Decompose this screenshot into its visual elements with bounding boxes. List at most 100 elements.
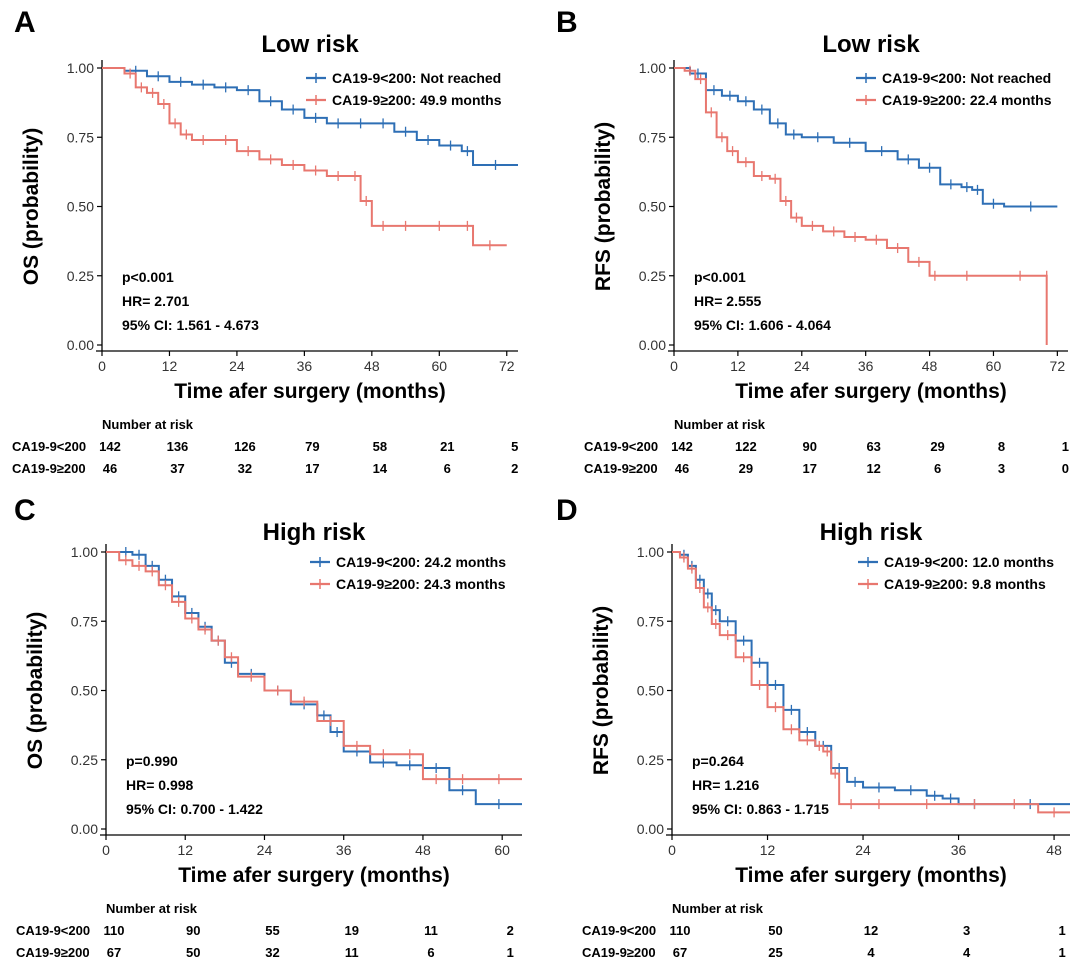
x-tick-label: 72 bbox=[499, 358, 515, 374]
stat-line: HR= 0.998 bbox=[126, 777, 194, 793]
risk-row-label: CA19-9<200 bbox=[12, 439, 86, 454]
y-tick-label: 1.00 bbox=[71, 544, 98, 560]
risk-count: 11 bbox=[345, 945, 359, 960]
chart-title: High risk bbox=[263, 519, 366, 546]
y-tick-label: 0.50 bbox=[639, 199, 666, 215]
stat-line: 95% CI: 1.561 - 4.673 bbox=[122, 317, 259, 333]
km-chart-a: A Low risk 0.00 0.25 0.50 0.75 1.00 0 12 24 36 48 6… bbox=[12, 6, 518, 476]
y-tick-label: 0.50 bbox=[67, 199, 94, 215]
risk-count: 90 bbox=[186, 923, 200, 938]
x-tick-label: 0 bbox=[668, 842, 676, 858]
risk-count: 110 bbox=[104, 923, 125, 938]
risk-count: 12 bbox=[866, 461, 880, 476]
risk-count: 4 bbox=[867, 945, 875, 960]
stat-line: p<0.001 bbox=[694, 269, 746, 285]
chart-title: High risk bbox=[820, 519, 923, 546]
x-tick-label: 48 bbox=[922, 358, 938, 374]
x-tick-label: 60 bbox=[494, 842, 510, 858]
x-tick-label: 12 bbox=[162, 358, 178, 374]
legend-entry: CA19-9<200: 12.0 months bbox=[884, 554, 1054, 570]
y-tick-label: 0.50 bbox=[637, 683, 664, 699]
risk-count: 8 bbox=[998, 439, 1005, 454]
risk-count: 63 bbox=[866, 439, 880, 454]
risk-count: 3 bbox=[963, 923, 970, 938]
risk-row-label: CA19-9≥200 bbox=[12, 461, 86, 476]
legend-entry: CA19-9<200: Not reached bbox=[882, 70, 1051, 86]
x-tick-label: 60 bbox=[432, 358, 448, 374]
x-tick-label: 12 bbox=[760, 842, 776, 858]
y-tick-label: 0.00 bbox=[637, 821, 664, 837]
legend-entry: CA19-9≥200: 22.4 months bbox=[882, 92, 1052, 108]
panel-letter: C bbox=[14, 494, 36, 527]
x-axis-label: Time afer surgery (months) bbox=[735, 380, 1007, 403]
risk-count: 21 bbox=[440, 439, 454, 454]
y-tick-label: 0.50 bbox=[71, 683, 98, 699]
panel-b: B Low risk 0.00 0.25 0.50 0.75 1.00 0 12 24 36 48 6… bbox=[540, 0, 1080, 488]
x-tick-label: 12 bbox=[730, 358, 746, 374]
risk-count: 46 bbox=[103, 461, 117, 476]
risk-count: 11 bbox=[424, 923, 438, 938]
risk-count: 17 bbox=[803, 461, 817, 476]
risk-count: 110 bbox=[670, 923, 691, 938]
risk-row-label: CA19-9≥200 bbox=[582, 945, 656, 960]
stat-line: 95% CI: 0.863 - 1.715 bbox=[692, 801, 829, 817]
risk-count: 4 bbox=[963, 945, 971, 960]
risk-count: 19 bbox=[344, 923, 358, 938]
y-tick-label: 0.25 bbox=[637, 752, 664, 768]
x-tick-label: 48 bbox=[364, 358, 380, 374]
stat-line: HR= 2.555 bbox=[694, 293, 762, 309]
y-tick-label: 0.25 bbox=[71, 752, 98, 768]
y-axis-label: OS (probability) bbox=[24, 612, 47, 770]
panel-a: A Low risk 0.00 0.25 0.50 0.75 1.00 0 12 24 36 48 6… bbox=[0, 0, 540, 488]
y-tick-label: 0.00 bbox=[71, 821, 98, 837]
y-tick-label: 0.00 bbox=[67, 337, 94, 353]
risk-count: 37 bbox=[170, 461, 184, 476]
y-tick-label: 0.75 bbox=[67, 129, 94, 145]
risk-count: 55 bbox=[265, 923, 279, 938]
y-tick-label: 0.75 bbox=[639, 129, 666, 145]
km-chart-d: D High risk 0.00 0.25 0.50 0.75 1.00 0 12 24 36 48… bbox=[556, 494, 1070, 960]
risk-count: 1 bbox=[1062, 439, 1069, 454]
x-tick-label: 24 bbox=[855, 842, 871, 858]
panel-letter: B bbox=[556, 6, 578, 39]
stat-line: p<0.001 bbox=[122, 269, 174, 285]
y-tick-label: 0.00 bbox=[639, 337, 666, 353]
legend-entry: CA19-9≥200: 24.3 months bbox=[336, 576, 506, 592]
x-tick-label: 0 bbox=[670, 358, 678, 374]
stat-line: HR= 2.701 bbox=[122, 293, 190, 309]
risk-row-label: CA19-9<200 bbox=[584, 439, 658, 454]
risk-count: 90 bbox=[803, 439, 817, 454]
x-tick-label: 24 bbox=[229, 358, 245, 374]
risk-count: 136 bbox=[167, 439, 189, 454]
risk-count: 32 bbox=[238, 461, 252, 476]
km-curve-1 bbox=[674, 67, 1058, 208]
risk-count: 142 bbox=[671, 439, 693, 454]
risk-count: 122 bbox=[735, 439, 757, 454]
km-curve-2 bbox=[106, 551, 522, 781]
stat-line: 95% CI: 1.606 - 4.064 bbox=[694, 317, 831, 333]
y-tick-label: 1.00 bbox=[639, 60, 666, 76]
x-tick-label: 48 bbox=[415, 842, 431, 858]
y-tick-label: 1.00 bbox=[637, 544, 664, 560]
risk-count: 58 bbox=[373, 439, 387, 454]
risk-count: 67 bbox=[107, 945, 121, 960]
risk-count: 25 bbox=[768, 945, 782, 960]
risk-count: 29 bbox=[739, 461, 753, 476]
x-tick-label: 36 bbox=[297, 358, 313, 374]
panel-letter: A bbox=[14, 6, 36, 39]
stat-line: HR= 1.216 bbox=[692, 777, 760, 793]
x-tick-label: 36 bbox=[336, 842, 352, 858]
y-axis-label: RFS (probability) bbox=[590, 606, 613, 775]
legend-entry: CA19-9<200: Not reached bbox=[332, 70, 501, 86]
risk-count: 46 bbox=[675, 461, 689, 476]
legend-entry: CA19-9≥200: 9.8 months bbox=[884, 576, 1046, 592]
x-tick-label: 48 bbox=[1046, 842, 1062, 858]
risk-count: 32 bbox=[265, 945, 279, 960]
x-tick-label: 12 bbox=[177, 842, 193, 858]
risk-count: 0 bbox=[1062, 461, 1069, 476]
chart-title: Low risk bbox=[261, 31, 359, 58]
stat-line: p=0.264 bbox=[692, 753, 744, 769]
risk-table-header: Number at risk bbox=[102, 417, 194, 432]
risk-count: 1 bbox=[1058, 923, 1065, 938]
risk-count: 17 bbox=[305, 461, 319, 476]
